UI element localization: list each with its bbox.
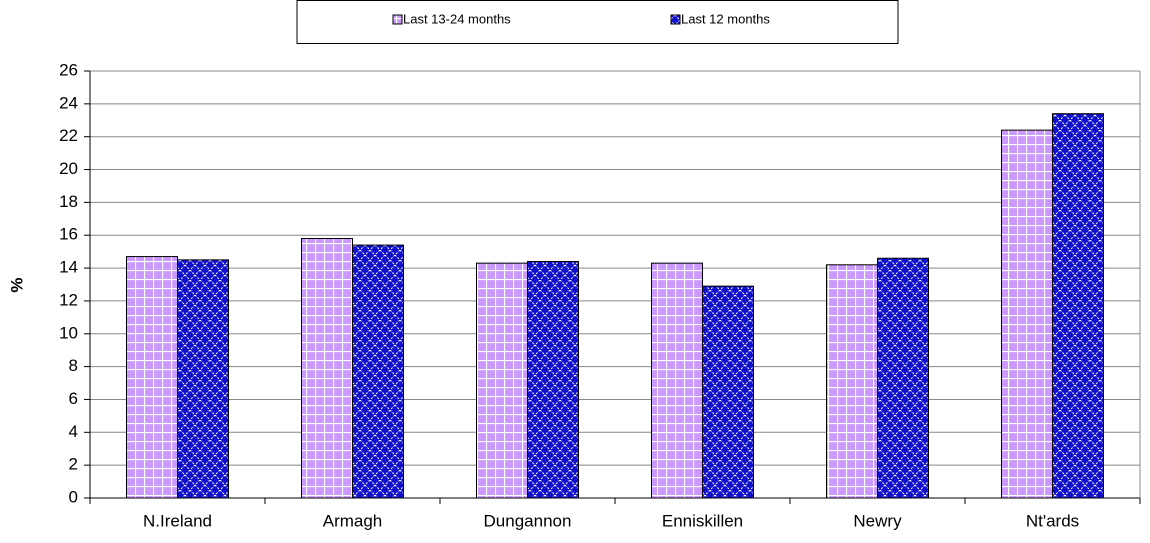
bar [177,259,229,499]
y-tick-label: 14 [59,258,78,277]
bar [1052,113,1104,499]
y-tick-label: 26 [59,60,78,79]
y-tick-label: 18 [59,192,78,211]
y-tick-label: 20 [59,159,78,178]
y-axis-label: % [7,277,26,292]
y-tick-label: 0 [69,487,78,506]
bar [651,262,703,499]
legend-box [296,0,899,44]
bar [476,262,528,499]
x-tick-label: Newry [853,511,902,530]
y-tick-label: 6 [69,389,78,408]
y-tick-label: 4 [69,422,78,441]
legend-label: Last 12 months [681,11,770,26]
x-tick-label: Enniskillen [662,511,743,530]
bar [527,261,579,499]
bar [702,285,754,499]
y-tick-label: 16 [59,225,78,244]
y-tick-label: 24 [59,93,78,112]
bar [352,244,404,499]
y-tick-label: 12 [59,290,78,309]
y-tick-label: 2 [69,455,78,474]
x-tick-label: Nt'ards [1026,511,1079,530]
x-tick-label: Dungannon [484,511,572,530]
x-tick-label: N.Ireland [143,511,212,530]
bar [126,256,178,499]
bar [301,238,353,499]
x-tick-label: Armagh [323,511,383,530]
legend-label: Last 13-24 months [403,11,511,26]
y-tick-label: 10 [59,323,78,342]
bar [877,257,929,499]
y-tick-label: 8 [69,356,78,375]
legend-swatch [392,14,403,25]
bar [1001,129,1053,499]
y-tick-label: 22 [59,126,78,145]
legend-swatch [670,14,681,25]
bar [826,264,878,499]
